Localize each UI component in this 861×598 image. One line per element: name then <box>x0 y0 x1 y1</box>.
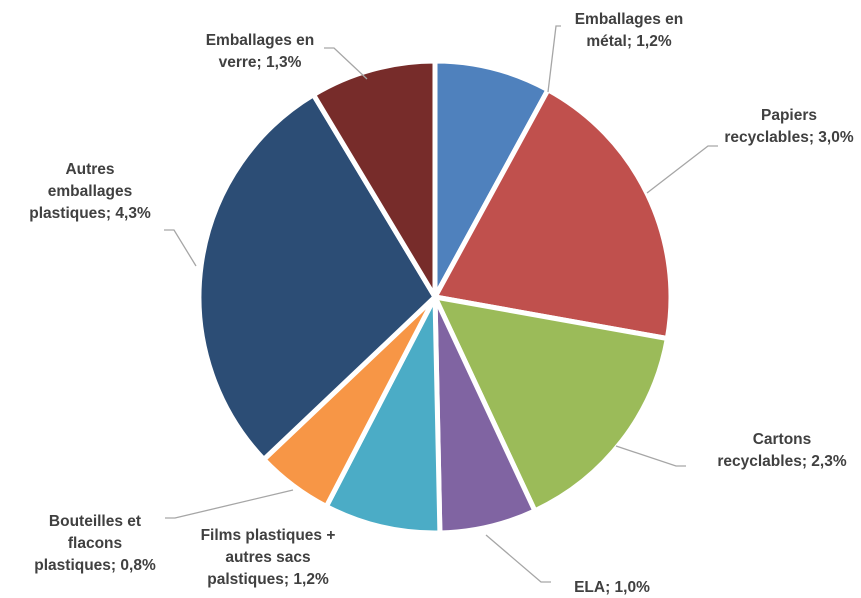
data-label-line: Emballages en <box>575 11 684 28</box>
leader-line-3 <box>615 445 686 467</box>
data-label-line: autres sacs <box>225 549 310 566</box>
pie-slice-8 <box>310 58 438 307</box>
data-label-1: Emballages en métal; 1,2% <box>575 11 684 50</box>
data-label-line: Papiers <box>761 107 817 124</box>
data-label-2: Papiers recyclables; 3,0% <box>724 107 853 146</box>
leader-line-6 <box>165 489 294 519</box>
data-label-line: ELA; 1,0% <box>574 579 650 596</box>
data-label-line: emballages <box>48 183 132 200</box>
leader-line-2 <box>646 145 718 194</box>
data-label-line: plastiques; 4,3% <box>29 205 151 222</box>
data-label-line: Cartons <box>753 431 812 448</box>
data-label-line: Emballages en <box>206 32 315 49</box>
leader-line-1 <box>547 25 561 93</box>
data-label-6: Bouteilles et flacons plastiques; 0,8% <box>34 513 156 574</box>
pie-slice-7 <box>196 91 439 464</box>
data-labels: Emballages en métal; 1,2% Papiers recyclabl… <box>29 11 854 596</box>
data-label-line: métal; 1,2% <box>586 33 672 50</box>
data-label-line: plastiques; 0,8% <box>34 557 156 574</box>
leader-line-8 <box>324 47 368 80</box>
data-label-7: Autres emballages plastiques; 4,3% <box>29 161 151 222</box>
data-label-line: palstiques; 1,2% <box>207 571 329 588</box>
data-label-line: Autres <box>65 161 114 178</box>
data-label-line: flacons <box>68 535 122 552</box>
data-label-line: recyclables; 3,0% <box>724 129 853 146</box>
leader-line-4 <box>485 534 551 583</box>
data-label-5: Films plastiques + autres sacs palstiques;… <box>201 527 336 588</box>
leader-lines <box>164 25 718 583</box>
leader-line-7 <box>164 229 197 267</box>
pie-slice-5 <box>322 295 443 536</box>
pie-slice-3 <box>430 293 671 515</box>
pie-slices <box>196 58 674 536</box>
data-label-line: recyclables; 2,3% <box>717 453 846 470</box>
pie-slice-2 <box>431 86 674 342</box>
data-label-line: verre; 1,3% <box>219 54 302 71</box>
data-label-line: Films plastiques + <box>201 527 336 544</box>
data-label-line: Bouteilles et <box>49 513 141 530</box>
data-label-3: Cartons recyclables; 2,3% <box>717 431 846 470</box>
data-label-8: Emballages en verre; 1,3% <box>206 32 315 71</box>
pie-slice-1 <box>432 58 552 299</box>
data-label-4: ELA; 1,0% <box>574 579 650 596</box>
